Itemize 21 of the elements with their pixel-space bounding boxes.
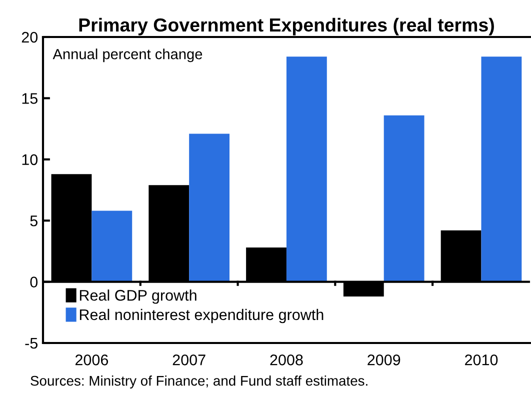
x-tick-label: 2009 — [368, 354, 400, 366]
source-note: Sources: Ministry of Finance; and Fund staff estimates. — [30, 376, 368, 388]
y-tick-label: 10 — [22, 154, 38, 166]
x-tick-label: 2007 — [172, 354, 206, 366]
bar — [189, 134, 230, 282]
y-tick-label: 5 — [30, 216, 38, 226]
bar — [92, 210, 132, 282]
y-tick-label: 0 — [30, 276, 38, 288]
chart-title: Primary Government Expenditures (real terms) — [79, 18, 494, 36]
y-tick-label: 20 — [22, 32, 38, 43]
annotation: Annual percent change — [52, 48, 202, 62]
bar — [481, 56, 522, 282]
x-tick-label: 2006 — [75, 354, 108, 366]
bar — [286, 56, 327, 282]
x-tick-label: 2010 — [465, 354, 498, 366]
y-tick-label: 15 — [22, 93, 38, 104]
legend-label: Real noninterest expenditure growth — [80, 308, 324, 324]
bar — [384, 115, 424, 282]
legend-label: Real GDP growth — [80, 290, 196, 304]
y-tick-label: -5 — [25, 338, 38, 349]
x-tick-label: 2008 — [270, 354, 303, 366]
